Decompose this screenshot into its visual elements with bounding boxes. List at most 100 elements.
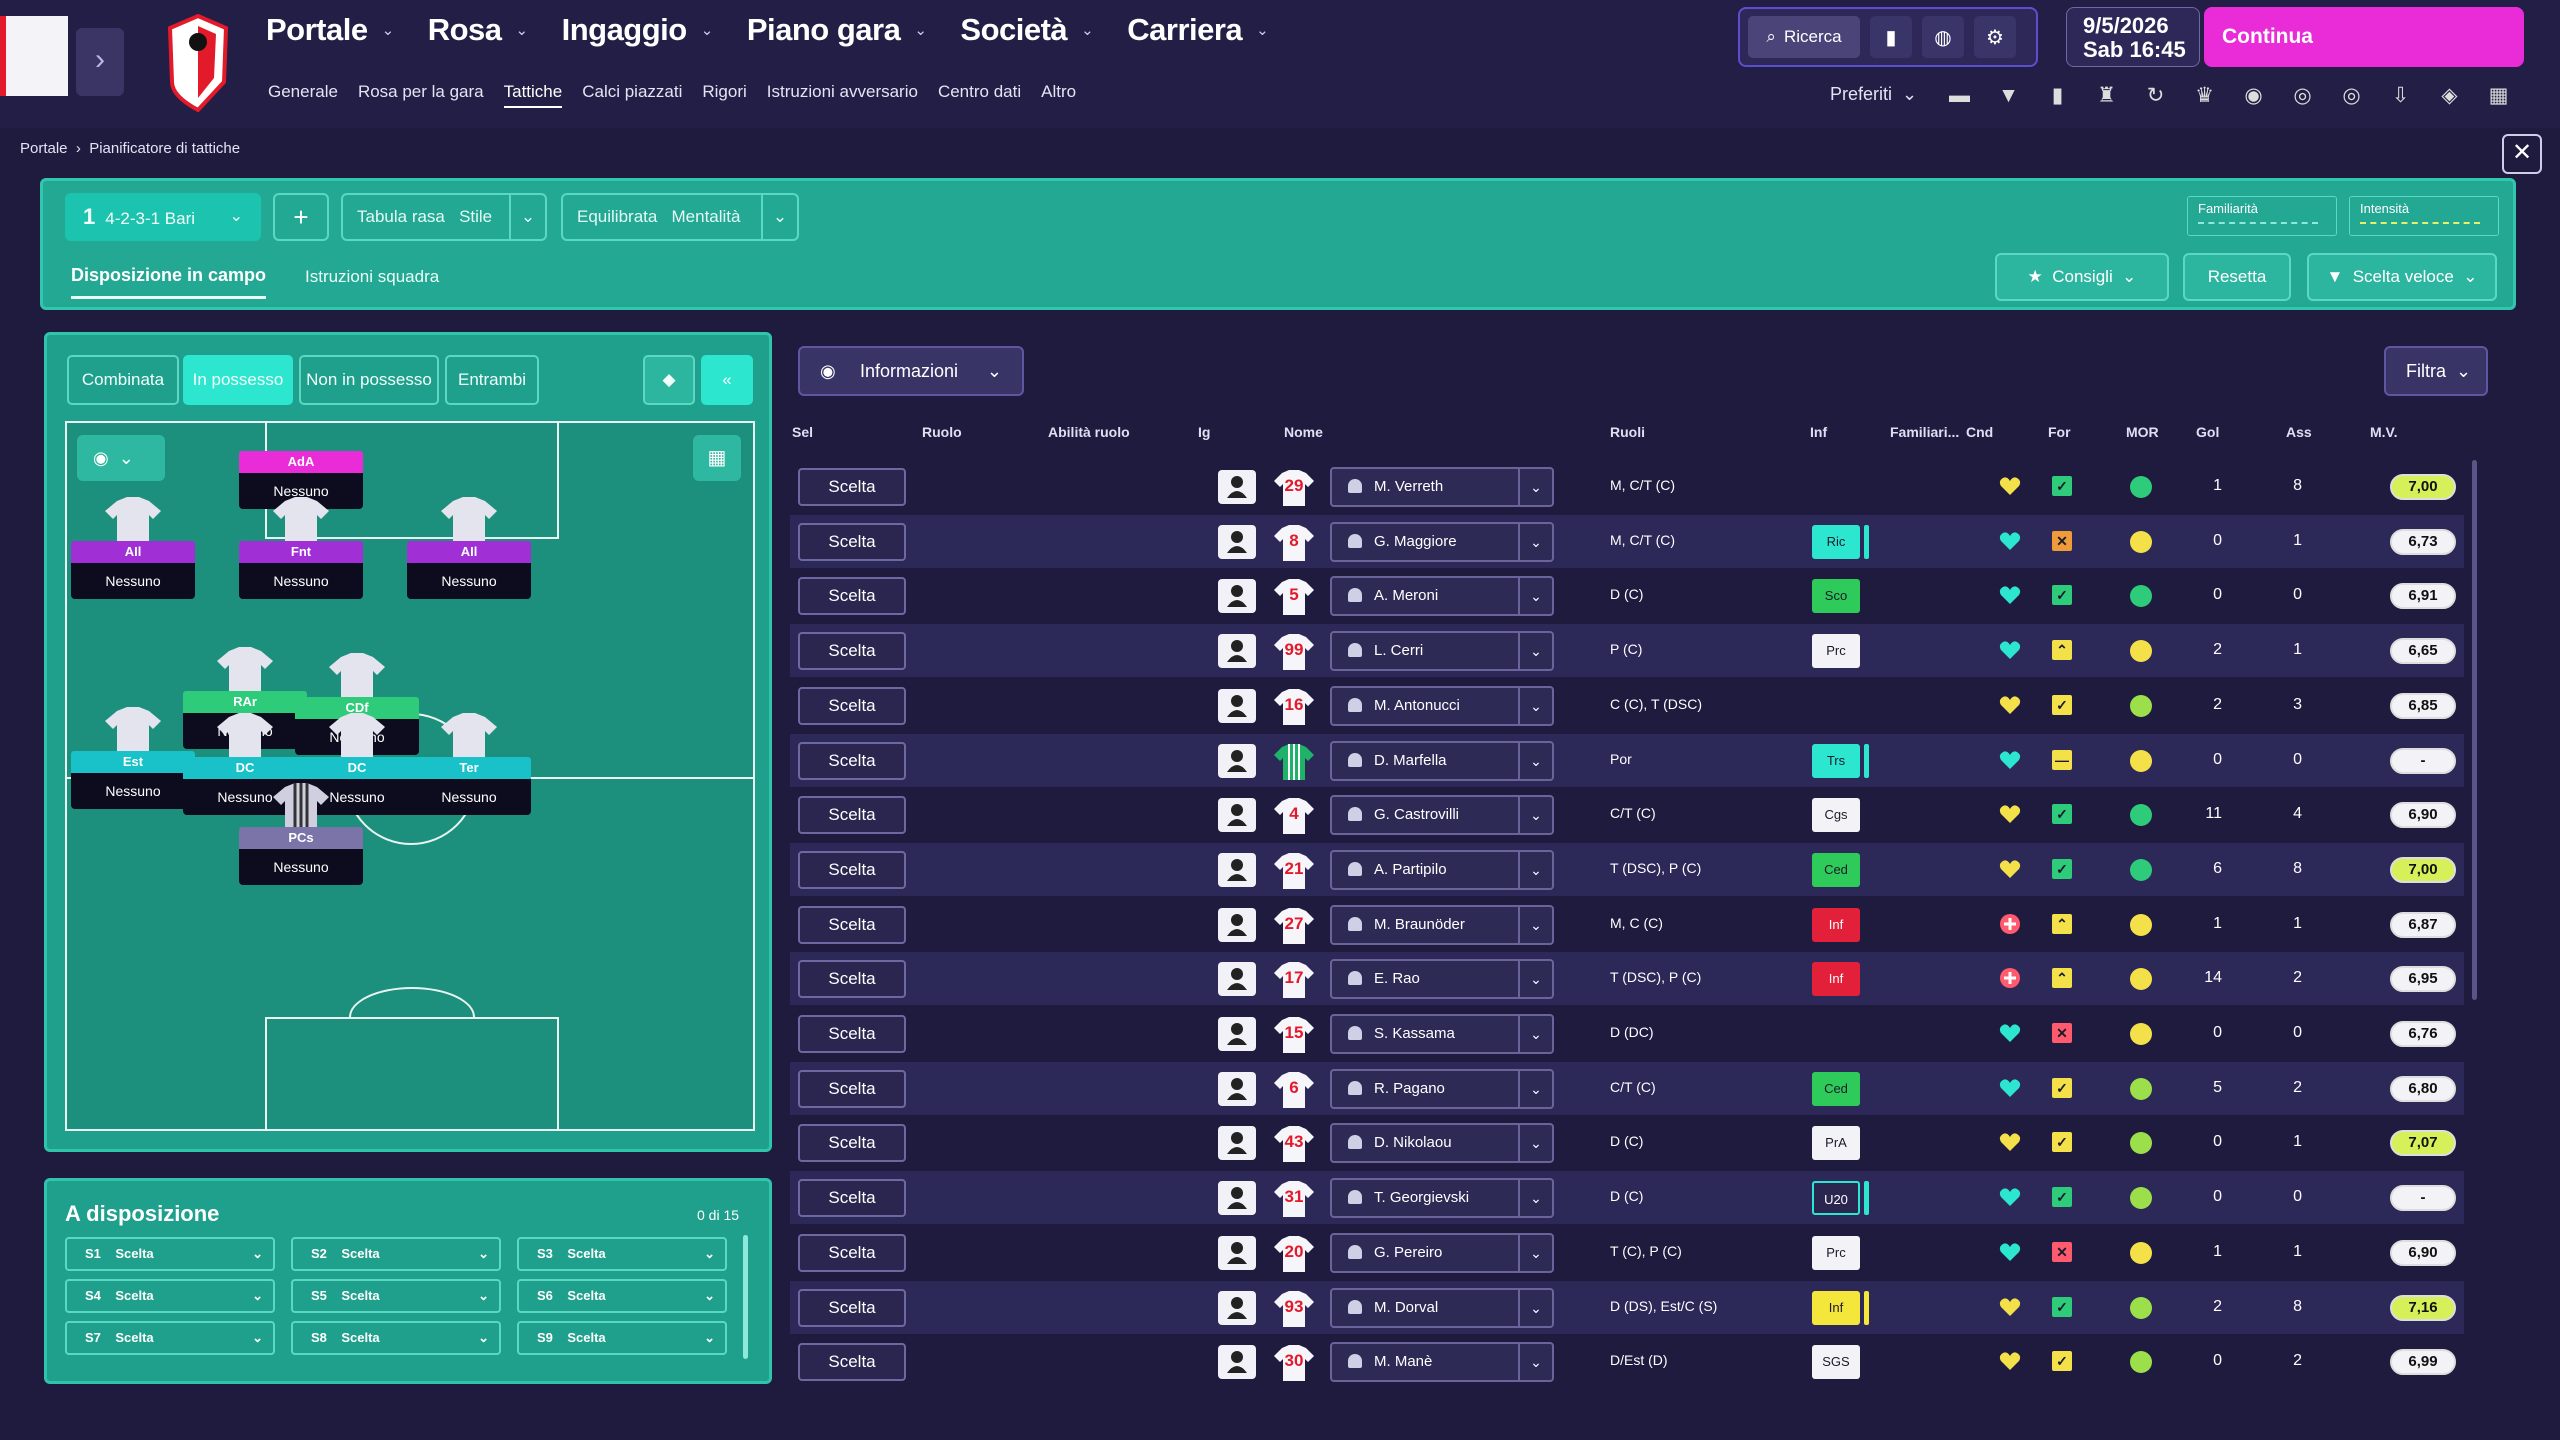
bench-slot[interactable]: S8 Scelta ⌄ (291, 1321, 501, 1355)
status-badge[interactable]: PrA (1812, 1126, 1860, 1161)
submenu-item-7[interactable]: Altro (1041, 82, 1077, 101)
column-header[interactable]: Abilità ruolo (1048, 424, 1130, 440)
select-dropdown[interactable]: Scelta (798, 1124, 906, 1163)
target-icon[interactable]: ◎ (2342, 84, 2361, 107)
column-header[interactable]: Gol (2196, 424, 2220, 440)
player-name-dropdown[interactable]: T. Georgievski ⌄ (1330, 1178, 1554, 1219)
refresh-icon[interactable]: ↻ (2146, 84, 2165, 107)
shirt-icon[interactable]: ▼ (1998, 84, 2019, 107)
chat-icon[interactable]: ▬ (1949, 84, 1970, 107)
bench-slot[interactable]: S2 Scelta ⌄ (291, 1237, 501, 1271)
select-dropdown[interactable]: Scelta (798, 1233, 906, 1272)
column-header[interactable]: Ruoli (1610, 424, 1645, 440)
table-row[interactable]: Scelta 6 R. Pagano ⌄ C/T (C) Ced ✓ 5 2 6,80 (790, 1061, 2464, 1115)
back-button[interactable] (0, 16, 68, 96)
menu-item-5[interactable]: Carriera ⌄ (1127, 12, 1269, 47)
status-badge[interactable]: Prc (1812, 1235, 1860, 1270)
mode-out-possession[interactable]: Non in possesso (299, 355, 439, 405)
menu-item-2[interactable]: Ingaggio ⌄ (561, 12, 714, 47)
submenu-item-4[interactable]: Rigori (702, 82, 747, 101)
column-header[interactable]: For (2048, 424, 2071, 440)
select-dropdown[interactable]: Scelta (798, 905, 906, 944)
player-name-dropdown[interactable]: L. Cerri ⌄ (1330, 631, 1554, 672)
add-tactic-button[interactable]: + (273, 193, 329, 241)
player-name-dropdown[interactable]: D. Marfella ⌄ (1330, 740, 1554, 781)
status-badge[interactable]: Inf (1812, 962, 1860, 997)
select-dropdown[interactable]: Scelta (798, 686, 906, 725)
pitch-slot[interactable]: AdA Nessuno (239, 423, 363, 509)
bench-slot[interactable]: S7 Scelta ⌄ (65, 1321, 275, 1355)
table-row[interactable]: Scelta 20 G. Pereiro ⌄ T (C), P (C) Prc ✕ 1 1 6,9… (790, 1226, 2464, 1279)
select-dropdown[interactable]: Scelta (798, 632, 906, 671)
info-dropdown[interactable]: ◉ Informazioni ⌄ (798, 346, 1024, 396)
continue-button[interactable]: Continua (2204, 7, 2524, 67)
breadcrumb-root[interactable]: Portale (20, 140, 68, 157)
pitch-slot[interactable]: DC Nessuno (183, 713, 307, 815)
familiarity-bar[interactable]: Familiarità (2187, 196, 2337, 236)
bench-slot[interactable]: S1 Scelta ⌄ (65, 1237, 275, 1271)
player-name-dropdown[interactable]: M. Verreth ⌄ (1330, 467, 1554, 507)
gear-icon[interactable]: ⚙ (1974, 16, 2016, 58)
tab-istruzioni[interactable]: Istruzioni squadra (305, 267, 440, 286)
submenu-item-0[interactable]: Generale (268, 82, 338, 101)
table-row[interactable]: Scelta 99 L. Cerri ⌄ P (C) Prc ⌃ 2 1 6,65 (790, 624, 2464, 678)
column-header[interactable]: M.V. (2370, 424, 2398, 440)
bench-slot[interactable]: S5 Scelta ⌄ (291, 1279, 501, 1313)
mode-in-possession[interactable]: In possesso (183, 355, 293, 405)
bench-slot[interactable]: S3 Scelta ⌄ (517, 1237, 727, 1271)
player-name-dropdown[interactable]: M. Manè ⌄ (1330, 1342, 1554, 1383)
advice-button[interactable]: ★ Consigli ⌄ (1995, 253, 2169, 301)
select-dropdown[interactable]: Scelta (798, 796, 906, 835)
player-name-dropdown[interactable]: R. Pagano ⌄ (1330, 1068, 1554, 1109)
submenu-item-6[interactable]: Centro dati (937, 82, 1022, 101)
table-row[interactable]: Scelta 93 M. Dorval ⌄ D (DS), Est/C (S) Inf ✓ 2… (790, 1280, 2464, 1334)
grid-icon[interactable]: ▦ (693, 435, 741, 481)
player-icon[interactable] (1218, 524, 1256, 559)
table-row[interactable]: Scelta 15 S. Kassama ⌄ D (DC) ✕ 0 0 6,76 (790, 1007, 2464, 1060)
team-icon[interactable]: ◉ (2244, 84, 2263, 107)
calendar-icon[interactable]: ▦ (2488, 84, 2509, 107)
select-dropdown[interactable]: Scelta (798, 577, 906, 616)
player-icon[interactable] (1218, 1181, 1256, 1216)
menu-item-0[interactable]: Portale ⌄ (266, 12, 394, 47)
column-header[interactable]: Familiari... (1890, 424, 1960, 440)
trophy-icon[interactable]: ♛ (2195, 84, 2214, 107)
player-name-dropdown[interactable]: M. Braunöder ⌄ (1330, 904, 1554, 945)
table-row[interactable]: Scelta 4 G. Castrovilli ⌄ C/T (C) Cgs ✓ 11 4 6,90 (790, 788, 2464, 841)
tag-icon[interactable]: ◆ (643, 355, 695, 405)
table-row[interactable]: Scelta 16 M. Antonucci ⌄ C (C), T (DSC) ✓ 2 3 6,… (790, 679, 2464, 732)
player-icon[interactable] (1218, 1235, 1256, 1270)
pitch-slot[interactable]: Fnt Nessuno (239, 497, 363, 599)
player-icon[interactable] (1218, 798, 1256, 833)
filter-button[interactable]: Filtra ⌄ (2384, 346, 2488, 396)
player-icon[interactable] (1218, 688, 1256, 723)
bench-slot[interactable]: S6 Scelta ⌄ (517, 1279, 727, 1313)
status-badge[interactable]: Ced (1812, 852, 1860, 887)
select-dropdown[interactable]: Scelta (798, 522, 906, 561)
column-header[interactable]: Sel (792, 424, 814, 440)
player-name-dropdown[interactable]: G. Pereiro ⌄ (1330, 1232, 1554, 1273)
table-row[interactable]: Scelta 29 M. Verreth ⌄ M, C/T (C) ✓ 1 8 7,00 (790, 460, 2464, 513)
player-icon[interactable] (1218, 852, 1256, 887)
player-name-dropdown[interactable]: A. Meroni ⌄ (1330, 576, 1554, 617)
favorites-dropdown[interactable]: Preferiti ⌄ (1830, 84, 1918, 104)
submenu-item-5[interactable]: Istruzioni avversario (766, 82, 918, 101)
player-name-dropdown[interactable]: G. Maggiore ⌄ (1330, 521, 1554, 562)
player-icon[interactable] (1218, 1345, 1256, 1380)
table-row[interactable]: Scelta 8 G. Maggiore ⌄ M, C/T (C) Ric ✕ 0 1 6,73 (790, 514, 2464, 568)
tactic-selector[interactable]: 1 4-2-3-1 Bari ⌄ (65, 193, 261, 241)
player-icon[interactable] (1218, 1071, 1256, 1106)
column-header[interactable]: MOR (2126, 424, 2159, 440)
player-icon[interactable] (1218, 1290, 1256, 1325)
player-name-dropdown[interactable]: G. Castrovilli ⌄ (1330, 795, 1554, 836)
close-button[interactable]: ✕ (2502, 134, 2542, 174)
scout-icon[interactable]: ◈ (2441, 84, 2458, 107)
table-row[interactable]: Scelta 43 D. Nikolaou ⌄ D (C) PrA ✓ 0 1 7,07 (790, 1116, 2464, 1169)
menu-item-4[interactable]: Società ⌄ (960, 12, 1094, 47)
notes-icon[interactable]: ▮ (2051, 84, 2064, 107)
table-row[interactable]: Scelta 17 E. Rao ⌄ T (DSC), P (C) Inf ⌃ 14 2 6,95 (790, 952, 2464, 1006)
submenu-item-1[interactable]: Rosa per la gara (357, 82, 484, 101)
tab-disposizione[interactable]: Disposizione in campo (71, 265, 267, 299)
list-scrollbar[interactable] (2472, 460, 2477, 1000)
pitch-slot[interactable]: AIl Nessuno (71, 497, 195, 599)
